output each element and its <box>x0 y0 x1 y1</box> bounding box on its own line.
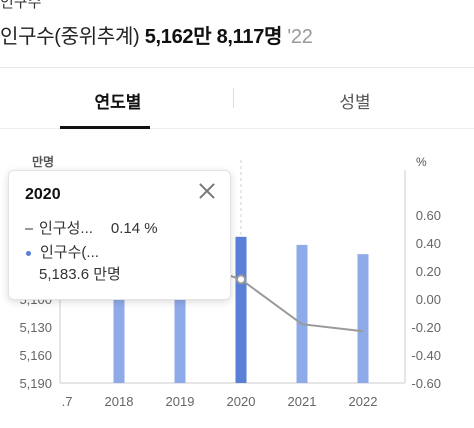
y-left-tick-label: 5,190 <box>19 376 52 391</box>
y-right-tick-label: 0.40 <box>416 236 441 251</box>
y-right-tick-label: -0.20 <box>411 320 441 335</box>
active-tab-indicator <box>60 126 150 129</box>
header-cut-title: 인구수 <box>0 0 42 11</box>
tooltip-population-row: 인구수(... <box>25 241 99 262</box>
y-left-unit: 만명 <box>32 154 54 169</box>
chart-tooltip: 2020 인구성... 0.14 % 인구수(... 5,183.6 만명 <box>8 170 231 300</box>
bar-2018 <box>113 256 125 383</box>
tooltip-population-label: 인구수(... <box>40 244 99 261</box>
dot-marker-icon <box>26 250 31 256</box>
y-right-unit: % <box>416 155 427 169</box>
x-tick-label: 2019 <box>166 394 195 409</box>
tooltip-growth-row: 인구성... 0.14 % <box>25 217 158 238</box>
x-tick-label: .7 <box>62 394 73 409</box>
x-tick-label: 2022 <box>349 394 378 409</box>
x-tick-label: 2021 <box>288 394 317 409</box>
tooltip-population-value: 5,183.6 만명 <box>39 266 121 283</box>
y-right-tick-label: -0.40 <box>411 348 441 363</box>
population-value: 5,162만 8,117명 <box>144 26 283 48</box>
divider <box>0 67 474 68</box>
tab-by-year[interactable]: 연도별 <box>94 93 142 112</box>
bar-2020 <box>235 236 247 383</box>
tooltip-growth-value: 0.14 % <box>110 220 158 237</box>
tab-baseline <box>0 128 474 129</box>
population-label: 인구수(중위추계) <box>0 26 140 48</box>
y-right-tick-label: 0.60 <box>416 208 441 223</box>
y-right-tick-label: -0.60 <box>411 376 441 391</box>
growth-rate-line <box>210 268 364 333</box>
x-tick-label: 2020 <box>227 394 256 409</box>
y-left-tick-label: 5,160 <box>19 348 52 363</box>
line-marker-icon <box>25 228 33 231</box>
bar-2021 <box>296 244 308 383</box>
y-right-tick-label: 0.20 <box>416 264 441 279</box>
tooltip-growth-label: 인구성... <box>39 220 93 237</box>
tab-separator <box>233 88 234 108</box>
y-right-tick-label: 0.00 <box>416 292 441 307</box>
y-left-tick-label: 5,130 <box>19 320 52 335</box>
growth-rate-point <box>236 274 246 285</box>
bar-2022 <box>357 254 369 383</box>
close-icon[interactable] <box>197 181 217 201</box>
page-title: 인구수(중위추계) 5,162만 8,117명 '22 <box>0 20 313 49</box>
tooltip-year: 2020 <box>25 186 61 203</box>
population-year: '22 <box>287 26 313 48</box>
bar-2019 <box>174 248 186 383</box>
x-tick-label: 2018 <box>105 394 134 409</box>
tab-by-gender[interactable]: 성별 <box>339 93 371 112</box>
